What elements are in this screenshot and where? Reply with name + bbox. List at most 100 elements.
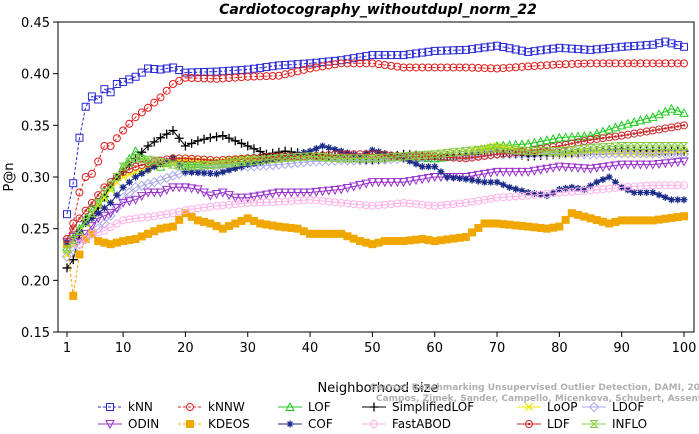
legend-marker-ldf bbox=[525, 420, 533, 428]
data-point-knn bbox=[69, 179, 78, 188]
data-point-inflo bbox=[243, 157, 253, 166]
data-point-cof bbox=[487, 178, 495, 186]
data-point-knn bbox=[642, 41, 651, 50]
data-point-knnw bbox=[393, 62, 402, 71]
x-tick-label: 30 bbox=[239, 341, 256, 356]
data-point-ldf bbox=[168, 154, 177, 163]
data-point-inflo bbox=[292, 153, 303, 162]
data-point-inflo bbox=[230, 158, 240, 167]
data-point-knn bbox=[112, 80, 121, 88]
data-point-inflo bbox=[598, 143, 608, 152]
data-point-knn bbox=[461, 45, 470, 54]
data-point-inflo bbox=[573, 145, 583, 154]
data-point-cof bbox=[574, 184, 582, 192]
data-point-fastabod bbox=[567, 187, 576, 196]
data-point-cof bbox=[406, 157, 414, 165]
data-point-cof bbox=[462, 175, 470, 183]
data-point-knnw bbox=[680, 59, 688, 68]
data-point-inflo bbox=[236, 158, 247, 167]
data-point-fastabod bbox=[611, 183, 620, 192]
data-point-ldf bbox=[561, 140, 570, 149]
data-point-cof bbox=[69, 235, 77, 243]
data-point-ldf bbox=[586, 135, 595, 144]
data-point-inflo bbox=[461, 147, 471, 156]
data-point-knnw bbox=[137, 108, 146, 117]
data-point-knn bbox=[549, 44, 558, 53]
data-point-fastabod bbox=[81, 235, 90, 243]
data-point-odin bbox=[679, 157, 689, 167]
data-point-knn bbox=[349, 54, 358, 63]
chart-title: Cardiotocography_withoutdupl_norm_22 bbox=[219, 2, 537, 18]
data-point-odin bbox=[124, 197, 135, 207]
data-point-fastabod bbox=[486, 194, 495, 203]
data-point-knnw bbox=[661, 59, 670, 68]
data-point-inflo bbox=[211, 160, 222, 169]
data-point-knnw bbox=[412, 63, 421, 72]
data-point-ldf bbox=[486, 151, 495, 160]
data-point-fastabod bbox=[405, 199, 414, 208]
data-point-knnw bbox=[474, 63, 483, 72]
data-point-knn bbox=[162, 64, 171, 73]
legend-item-cof: COF bbox=[278, 417, 333, 431]
y-tick-label: 0.20 bbox=[21, 274, 50, 289]
data-point-cof bbox=[449, 174, 457, 182]
data-point-fastabod bbox=[536, 190, 545, 199]
data-point-knnw bbox=[318, 62, 327, 71]
data-point-cof bbox=[605, 173, 613, 181]
data-point-fastabod bbox=[586, 186, 595, 195]
data-point-lof bbox=[591, 128, 602, 138]
legend-marker-kdeos bbox=[186, 420, 194, 428]
data-point-lof bbox=[648, 112, 658, 122]
data-point-fastabod bbox=[330, 198, 339, 207]
data-point-cof bbox=[325, 144, 333, 152]
data-point-knnw bbox=[399, 63, 408, 72]
data-point-knnw bbox=[430, 63, 439, 72]
data-point-knn bbox=[125, 75, 134, 84]
data-point-fastabod bbox=[393, 199, 402, 208]
data-point-simplifiedlof bbox=[212, 132, 222, 142]
data-point-ldof bbox=[678, 149, 690, 160]
data-point-inflo bbox=[137, 155, 147, 164]
data-point-knnw bbox=[355, 59, 364, 68]
data-point-knn bbox=[193, 68, 202, 77]
data-point-cof bbox=[668, 196, 676, 204]
series-line-knn bbox=[66, 41, 685, 215]
data-point-odin bbox=[411, 176, 421, 186]
data-point-inflo bbox=[299, 152, 309, 161]
data-point-knnw bbox=[605, 59, 614, 68]
data-point-cof bbox=[424, 163, 432, 171]
data-point-inflo bbox=[623, 142, 633, 150]
data-point-knnw bbox=[623, 59, 632, 68]
data-point-ldf bbox=[648, 126, 657, 135]
data-point-knn bbox=[648, 40, 657, 49]
data-point-knnw bbox=[75, 188, 84, 197]
data-point-fastabod bbox=[237, 199, 246, 208]
data-point-lof bbox=[641, 113, 652, 123]
data-point-ldf bbox=[63, 235, 71, 243]
data-point-odin bbox=[361, 179, 371, 189]
data-point-odin bbox=[641, 160, 652, 170]
data-point-knn bbox=[318, 58, 327, 67]
data-point-lof bbox=[654, 109, 664, 119]
data-point-odin bbox=[112, 204, 122, 214]
data-point-kdeos bbox=[69, 291, 78, 300]
data-point-ldf bbox=[567, 139, 576, 148]
data-point-knnw bbox=[150, 98, 159, 107]
data-point-cof bbox=[412, 160, 420, 168]
data-point-fastabod bbox=[306, 195, 315, 204]
data-point-knnw bbox=[362, 59, 371, 68]
data-point-cof bbox=[200, 169, 208, 177]
data-point-fastabod bbox=[243, 198, 252, 207]
data-point-inflo bbox=[267, 155, 278, 164]
legend-marker-simplifiedlof bbox=[369, 402, 379, 412]
data-point-cof bbox=[593, 178, 601, 186]
data-point-inflo bbox=[629, 142, 639, 150]
data-point-lof bbox=[660, 106, 671, 116]
data-point-cof bbox=[368, 146, 376, 154]
data-point-cof bbox=[144, 166, 152, 174]
data-point-odin bbox=[473, 170, 484, 180]
data-point-cof bbox=[194, 169, 202, 177]
data-point-inflo bbox=[224, 159, 234, 168]
data-point-knnw bbox=[131, 113, 140, 122]
data-point-odin bbox=[317, 187, 328, 197]
